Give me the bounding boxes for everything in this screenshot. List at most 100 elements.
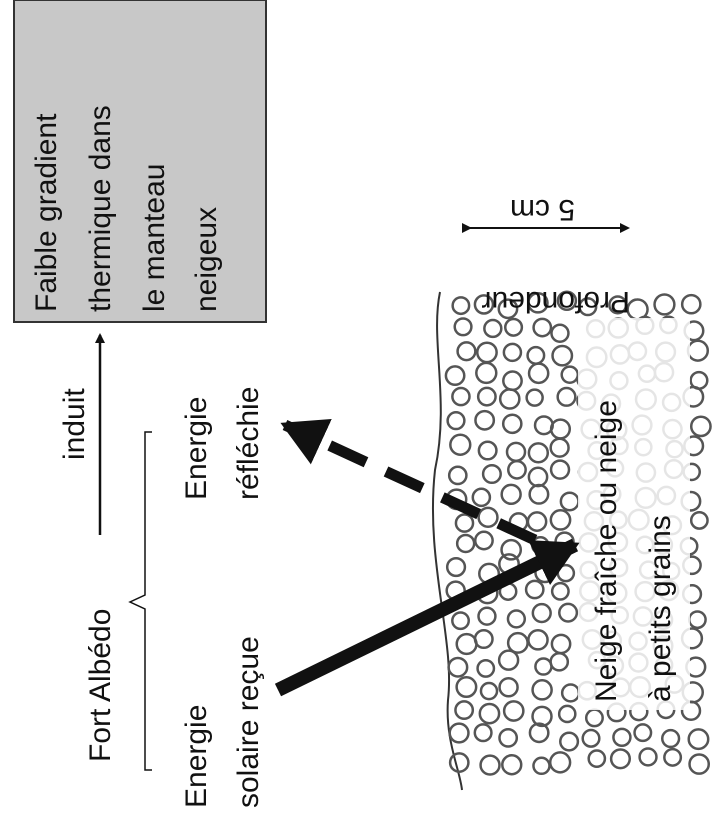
- depth-scale: 5 cm: [510, 193, 575, 226]
- grain: [524, 579, 545, 600]
- grain: [680, 293, 702, 315]
- grain: [526, 345, 546, 365]
- grain: [474, 409, 496, 431]
- reflected-label: réfléchie: [232, 387, 265, 500]
- grain: [477, 506, 499, 528]
- grain: [444, 365, 466, 387]
- grain: [532, 756, 551, 776]
- grain: [531, 705, 553, 728]
- grain: [608, 295, 628, 315]
- reflected-label: Energie: [180, 397, 213, 500]
- grain: [476, 658, 496, 678]
- grain: [455, 632, 478, 656]
- grain: [584, 708, 604, 728]
- box-line: thermique dans: [84, 105, 117, 312]
- grain: [556, 290, 578, 312]
- grain: [551, 344, 574, 367]
- grain: [534, 657, 553, 676]
- grain: [448, 752, 470, 773]
- grain: [505, 441, 527, 463]
- grain: [525, 388, 544, 407]
- grain: [497, 649, 520, 671]
- grain: [445, 556, 467, 578]
- grain: [633, 723, 653, 743]
- grain: [502, 700, 525, 722]
- box-line: neigeux: [190, 207, 223, 312]
- grain: [479, 754, 501, 776]
- grain: [473, 530, 494, 551]
- grain: [533, 415, 554, 436]
- grain: [501, 754, 523, 776]
- grain: [528, 483, 550, 505]
- grain: [581, 728, 601, 748]
- received-arrow: [274, 538, 580, 697]
- grain: [689, 510, 709, 530]
- grain: [556, 563, 576, 583]
- grain: [550, 581, 570, 601]
- snow-label: Neige fraîche ou neige: [590, 400, 623, 702]
- grain: [531, 602, 552, 624]
- grain: [476, 386, 497, 407]
- grain: [550, 323, 570, 343]
- reflected-arrow: [280, 419, 538, 545]
- grain: [451, 386, 471, 407]
- grain: [473, 723, 493, 743]
- gradient-box: [13, 0, 267, 323]
- grain: [527, 466, 549, 488]
- grain: [526, 511, 548, 532]
- grain: [549, 509, 572, 531]
- grain: [455, 676, 478, 699]
- grain: [609, 748, 632, 770]
- link-label: induit: [58, 388, 91, 460]
- grain: [527, 629, 549, 651]
- grain: [446, 411, 466, 431]
- box-line: Faible gradient: [30, 113, 63, 312]
- grain: [497, 298, 519, 320]
- grain: [549, 418, 572, 440]
- grain: [527, 292, 549, 314]
- grain: [558, 602, 579, 623]
- grain: [686, 339, 710, 362]
- grain: [449, 433, 472, 456]
- grain: [556, 386, 577, 407]
- grain: [477, 606, 497, 626]
- grain: [612, 727, 632, 748]
- grain: [454, 700, 475, 721]
- grain: [475, 361, 498, 385]
- grain: [451, 296, 471, 316]
- grain: [498, 676, 519, 698]
- grain: [687, 610, 707, 630]
- grain: [498, 727, 519, 748]
- grain: [471, 487, 492, 508]
- depth-label: Profondeur: [482, 285, 630, 318]
- snow-label-bg: [578, 318, 690, 710]
- grain: [473, 628, 494, 650]
- grain: [500, 538, 523, 561]
- grain: [661, 728, 681, 749]
- grain: [527, 442, 550, 464]
- grain: [478, 702, 501, 725]
- grain: [578, 297, 598, 317]
- bracket: [128, 431, 152, 771]
- grain: [559, 491, 580, 512]
- grain: [528, 722, 550, 744]
- grain: [498, 388, 521, 410]
- grain: [532, 317, 553, 338]
- grain: [680, 700, 702, 721]
- grain: [447, 465, 468, 486]
- grain: [455, 533, 476, 554]
- grain: [473, 294, 495, 315]
- grain: [501, 413, 523, 435]
- grain: [447, 656, 469, 678]
- received-label: solaire reçue: [232, 636, 265, 808]
- grain: [454, 513, 475, 533]
- grain: [506, 609, 527, 629]
- grain: [560, 365, 580, 384]
- grain: [557, 704, 577, 724]
- grain: [653, 293, 676, 316]
- grain: [476, 341, 498, 364]
- grain: [453, 317, 473, 337]
- grain: [507, 459, 527, 480]
- grain: [451, 611, 470, 631]
